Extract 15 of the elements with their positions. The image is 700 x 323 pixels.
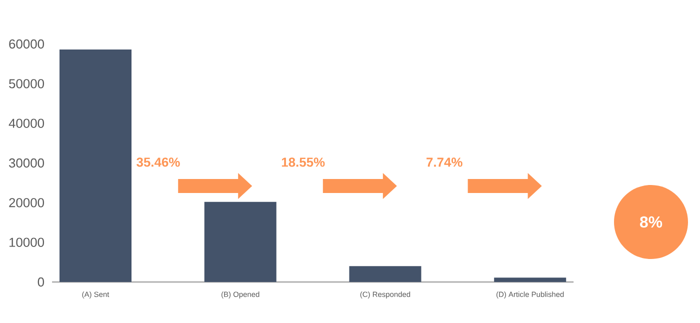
text: 8% — [640, 216, 662, 228]
bar — [349, 266, 422, 282]
annotation: 35.46% — [136, 158, 180, 167]
y-tick-label: 30000 — [9, 158, 44, 168]
annotation: 18.55% — [282, 158, 325, 167]
y-tick-label: 50000 — [9, 79, 44, 88]
y-tick-label: 40000 — [8, 118, 44, 128]
y-tick-label: 0 — [38, 277, 44, 287]
y-tick-label: 60000 — [9, 39, 44, 49]
bar — [60, 50, 132, 282]
y-tick-label: 10000 — [9, 238, 44, 247]
y-tick-label: 20000 — [9, 198, 44, 208]
bar — [204, 202, 276, 282]
bar — [494, 278, 566, 282]
annotation: 7.74% — [426, 158, 462, 167]
